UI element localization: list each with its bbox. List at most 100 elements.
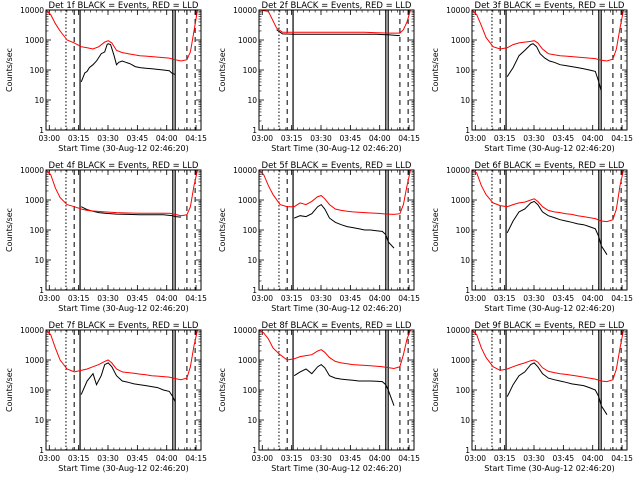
x-axis-label: Start Time (30-Aug-12 02:46:20) [271, 144, 402, 153]
x-tick-label: 03:45 [340, 134, 362, 143]
plot-frame [45, 329, 202, 451]
x-tick-label: 03:30 [97, 454, 119, 463]
y-tick-label: 10 [34, 96, 44, 105]
y-tick-label: 1000 [451, 196, 470, 205]
x-tick-label: 03:45 [127, 134, 149, 143]
x-tick-label: 04:00 [156, 134, 178, 143]
y-axis-label: Counts/sec [5, 208, 14, 252]
x-tick-label: 03:00 [464, 454, 486, 463]
x-tick-label: 03:45 [553, 294, 575, 303]
y-tick-label: 100 [456, 386, 471, 395]
y-tick-label: 1000 [451, 36, 470, 45]
y-tick-label: 10 [34, 256, 44, 265]
x-tick-label: 04:00 [369, 454, 391, 463]
plot-frame [258, 329, 415, 451]
y-tick-label: 100 [30, 226, 45, 235]
y-tick-label: 10 [460, 416, 470, 425]
x-tick-label: 03:45 [127, 454, 149, 463]
x-tick-label: 03:00 [38, 454, 60, 463]
y-tick-label: 1 [252, 446, 257, 455]
plot-frame [258, 9, 415, 131]
x-tick-label: 03:15 [68, 294, 90, 303]
plot-panel: Det 8f BLACK = Events, RED = LLD 1 10 100 10… [218, 321, 420, 473]
x-axis-label: Start Time (30-Aug-12 02:46:20) [484, 144, 615, 153]
chart-title: Det 4f BLACK = Events, RED = LLD [49, 161, 199, 171]
plot-panel: Det 5f BLACK = Events, RED = LLD 1 10 100 10… [218, 161, 420, 313]
events-series-line [506, 43, 602, 92]
lld-series-line [46, 170, 198, 217]
y-tick-label: 1 [39, 446, 44, 455]
plot-frame [258, 169, 415, 291]
y-tick-label: 10 [247, 256, 257, 265]
y-tick-label: 10 [460, 256, 470, 265]
y-tick-label: 10000 [20, 326, 44, 335]
x-tick-label: 03:45 [553, 134, 575, 143]
y-tick-label: 1 [465, 446, 470, 455]
y-axis-label: Counts/sec [218, 48, 227, 92]
y-tick-label: 10000 [233, 6, 257, 15]
chart-title: Det 1f BLACK = Events, RED = LLD [49, 1, 199, 11]
x-tick-label: 04:00 [156, 454, 178, 463]
x-tick-label: 03:45 [340, 294, 362, 303]
y-axis-label: Counts/sec [431, 208, 440, 252]
y-tick-label: 100 [30, 66, 45, 75]
y-tick-label: 10 [460, 96, 470, 105]
x-tick-label: 03:30 [310, 454, 332, 463]
y-tick-label: 1 [39, 286, 44, 295]
y-tick-label: 100 [243, 226, 258, 235]
y-tick-label: 1000 [238, 356, 257, 365]
x-tick-label: 04:00 [156, 294, 178, 303]
plot-panel: Det 3f BLACK = Events, RED = LLD 1 10 100 10… [431, 1, 633, 153]
x-tick-label: 03:15 [68, 134, 90, 143]
y-tick-label: 1000 [25, 196, 44, 205]
chart-title: Det 2f BLACK = Events, RED = LLD [262, 1, 412, 11]
x-tick-label: 04:15 [398, 294, 420, 303]
plot-frame [45, 169, 202, 291]
x-tick-label: 03:30 [310, 134, 332, 143]
x-axis-label: Start Time (30-Aug-12 02:46:20) [484, 304, 615, 313]
x-tick-label: 04:15 [611, 134, 633, 143]
y-tick-label: 1000 [25, 356, 44, 365]
lld-series-line [259, 330, 411, 370]
lld-series-line [259, 10, 411, 34]
x-tick-label: 03:00 [38, 294, 60, 303]
x-tick-label: 04:15 [398, 134, 420, 143]
y-tick-label: 10000 [446, 6, 470, 15]
lld-series-line [259, 170, 411, 215]
y-tick-label: 100 [456, 226, 471, 235]
chart-title: Det 6f BLACK = Events, RED = LLD [475, 161, 625, 171]
x-tick-label: 04:15 [398, 454, 420, 463]
x-tick-label: 03:00 [464, 294, 486, 303]
x-axis-label: Start Time (30-Aug-12 02:46:20) [271, 464, 402, 473]
events-series-line [506, 362, 608, 415]
y-tick-label: 10 [247, 96, 257, 105]
chart-title: Det 5f BLACK = Events, RED = LLD [262, 161, 412, 171]
x-tick-label: 04:15 [185, 454, 207, 463]
plot-frame [471, 329, 628, 451]
y-tick-label: 10000 [446, 326, 470, 335]
x-tick-label: 04:00 [369, 134, 391, 143]
y-tick-label: 1 [39, 126, 44, 135]
plot-frame [45, 9, 202, 131]
x-tick-label: 04:00 [582, 294, 604, 303]
plot-panel: Det 1f BLACK = Events, RED = LLD 1 10 100 10… [5, 1, 207, 153]
x-tick-label: 04:15 [611, 294, 633, 303]
y-axis-label: Counts/sec [431, 368, 440, 412]
x-tick-label: 03:30 [97, 294, 119, 303]
events-series-line [80, 43, 176, 83]
x-tick-label: 04:00 [582, 134, 604, 143]
x-tick-label: 03:30 [523, 134, 545, 143]
y-axis-label: Counts/sec [431, 48, 440, 92]
events-series-line [294, 203, 395, 249]
x-axis-label: Start Time (30-Aug-12 02:46:20) [58, 464, 189, 473]
lld-series-line [472, 330, 624, 383]
y-axis-label: Counts/sec [218, 368, 227, 412]
x-tick-label: 03:15 [494, 294, 516, 303]
y-tick-label: 10000 [446, 166, 470, 175]
plot-panel: Det 4f BLACK = Events, RED = LLD 1 10 100 10… [5, 161, 207, 313]
x-tick-label: 03:15 [494, 134, 516, 143]
y-tick-label: 10 [34, 416, 44, 425]
y-tick-label: 1000 [238, 36, 257, 45]
y-tick-label: 1 [252, 126, 257, 135]
x-tick-label: 04:15 [185, 134, 207, 143]
